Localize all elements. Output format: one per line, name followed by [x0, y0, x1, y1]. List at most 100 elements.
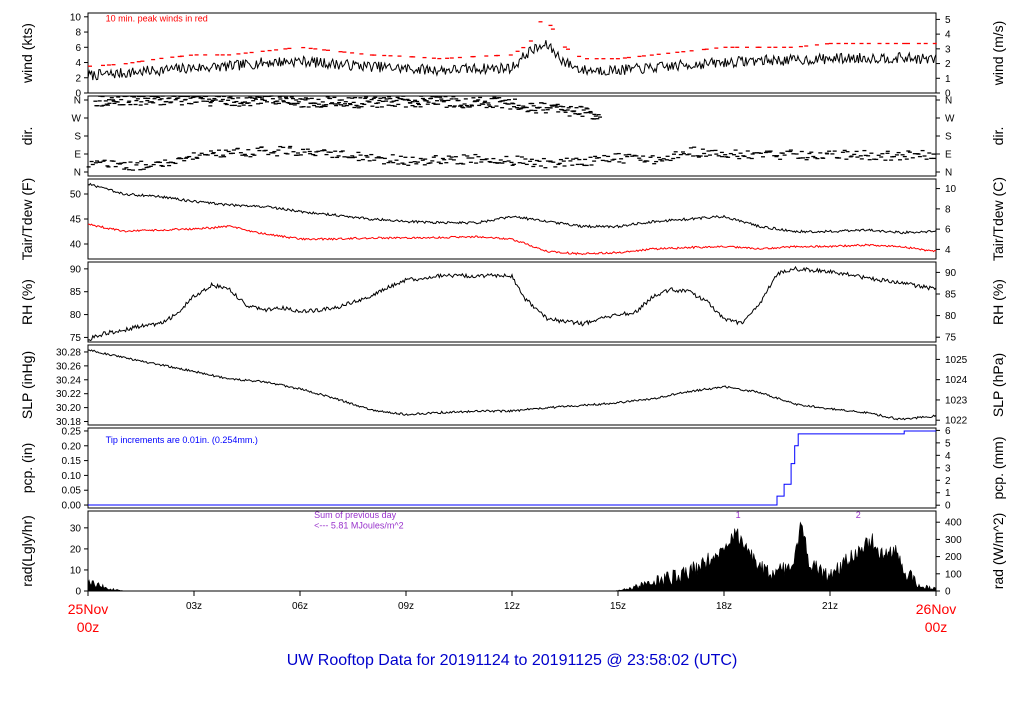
ylabel-left: dir.: [19, 127, 35, 146]
ylabel-left: pcp. (in): [19, 443, 35, 494]
ylabel-right: wind (m/s): [990, 21, 1006, 87]
x-tick-label: 26Nov: [916, 601, 956, 617]
x-tick-label: 15z: [610, 601, 626, 612]
right-tick-label: S: [945, 132, 952, 143]
left-tick-label: 0.15: [62, 456, 82, 467]
ylabel-left: Tair/Tdew (F): [19, 178, 35, 260]
left-tick-label: N: [74, 168, 81, 179]
right-tick-label: 0: [945, 89, 951, 100]
x-tick-label-2: 00z: [77, 619, 100, 635]
right-tick-label: 3: [945, 44, 951, 55]
right-tick-label: 4: [945, 451, 951, 462]
ylabel-left: SLP (inHg): [19, 351, 35, 419]
left-tick-label: 30: [70, 523, 82, 534]
series-area: [87, 521, 937, 592]
panel-1: 0 2 4 6 8 10 0 1 2 3 4 5 wind (kts) wind (m/s) 10 min.…: [19, 12, 1006, 99]
right-tick-label: 0: [945, 501, 951, 512]
series-line: [87, 40, 937, 81]
left-tick-label: 0.10: [62, 471, 82, 482]
ylabel-right: pcp. (mm): [990, 437, 1006, 500]
left-tick-label: 0.20: [62, 441, 82, 452]
left-tick-label: 8: [75, 28, 81, 39]
ylabel-right: dir.: [990, 127, 1006, 146]
series-line: [87, 182, 937, 235]
panel-frame: [87, 12, 937, 94]
right-tick-label: 6: [945, 225, 951, 236]
left-tick-label: 90: [70, 264, 82, 275]
left-tick-label: 30.26: [56, 361, 81, 372]
left-tick-label: 2: [75, 73, 81, 84]
annotation: 10 min. peak winds in red: [106, 13, 208, 23]
right-tick-label: 90: [945, 268, 957, 279]
x-tick-label: 21z: [822, 601, 838, 612]
left-tick-label: 75: [70, 333, 82, 344]
left-tick-label: 30.20: [56, 403, 81, 414]
right-tick-label: 2: [945, 59, 951, 70]
left-tick-label: 10: [70, 12, 82, 23]
right-tick-label: 300: [945, 535, 962, 546]
x-tick-label: 06z: [292, 601, 308, 612]
left-tick-label: 30.22: [56, 389, 81, 400]
ylabel-left: rad(Lgly/hr): [19, 515, 35, 587]
right-tick-label: 1022: [945, 416, 968, 427]
right-tick-label: 5: [945, 15, 951, 26]
ylabel-right: Tair/Tdew (C): [990, 177, 1006, 261]
ylabel-right: SLP (hPa): [990, 353, 1006, 417]
panel-5: 30.18 30.20 30.22 30.24 30.26 30.28 1022 1023 10…: [19, 344, 1006, 428]
left-tick-label: 80: [70, 310, 82, 321]
left-tick-label: 30.24: [56, 375, 81, 386]
left-tick-label: 0.00: [62, 501, 82, 512]
right-tick-label: 2: [945, 476, 951, 487]
right-tick-label: W: [945, 114, 955, 125]
left-tick-label: 0: [75, 587, 81, 598]
right-tick-label: 5: [945, 438, 951, 449]
panel-6: 0.00 0.05 0.10 0.15 0.20 0.25 0 12 34 56 pcp. (in)…: [19, 426, 1006, 512]
x-tick-label-2: 00z: [925, 619, 948, 635]
left-tick-label: N: [74, 96, 81, 107]
series-line: [87, 265, 937, 342]
annotation: 2: [856, 510, 861, 520]
left-tick-label: W: [72, 114, 82, 125]
right-tick-label: 1: [945, 74, 951, 85]
series-line: [87, 223, 937, 256]
right-tick-label: 6: [945, 426, 951, 437]
panel-frame: [87, 344, 937, 426]
annotation: Tip increments are 0.01in. (0.254mm.): [106, 435, 258, 445]
right-tick-label: 1: [945, 488, 951, 499]
right-tick-label: E: [945, 150, 952, 161]
right-tick-label: 4: [945, 30, 951, 41]
right-tick-label: 8: [945, 204, 951, 215]
right-tick-label: 1024: [945, 375, 968, 386]
annotation: Sum of previous day: [314, 510, 397, 520]
x-axis: 25Nov 00z 03z 06z 09z 12z 15z 18z 21z 26Nov 00z: [68, 591, 956, 635]
left-tick-label: 85: [70, 287, 82, 298]
right-tick-label: 400: [945, 518, 962, 529]
x-tick-label: 12z: [504, 601, 520, 612]
right-tick-label: 1025: [945, 355, 968, 366]
right-tick-label: 85: [945, 290, 957, 301]
right-tick-label: 1023: [945, 395, 968, 406]
left-tick-label: 4: [75, 58, 81, 69]
left-tick-label: 20: [70, 544, 82, 555]
series-line: [87, 349, 937, 421]
right-tick-label: 80: [945, 311, 957, 322]
annotation: 1: [736, 510, 741, 520]
left-tick-label: E: [74, 150, 81, 161]
footer-title: UW Rooftop Data for 20191124 to 20191125…: [287, 652, 738, 669]
x-tick-label: 18z: [716, 601, 732, 612]
left-tick-label: 30.28: [56, 347, 81, 358]
right-tick-label: 10: [945, 184, 957, 195]
left-tick-label: 50: [70, 190, 82, 201]
x-tick-label: 03z: [186, 601, 202, 612]
left-tick-label: 0: [75, 89, 81, 100]
left-tick-label: 0.05: [62, 486, 82, 497]
ylabel-right: RH (%): [990, 279, 1006, 325]
left-tick-label: S: [74, 132, 81, 143]
left-tick-label: 6: [75, 43, 81, 54]
right-tick-label: 75: [945, 333, 957, 344]
right-tick-label: 200: [945, 552, 962, 563]
